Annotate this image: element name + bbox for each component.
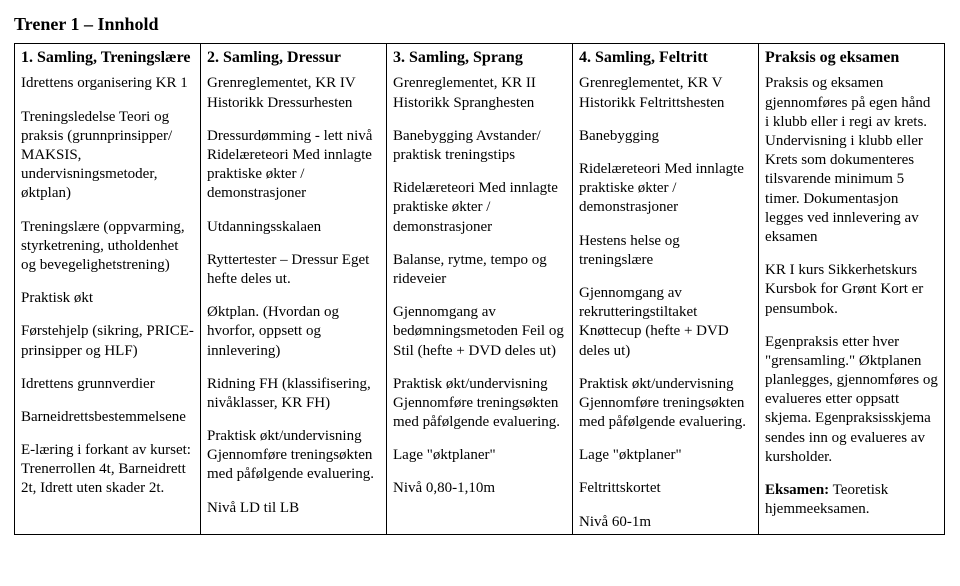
cell-paragraph: Ridelæreteori Med innlagte praktiske økt… (579, 160, 752, 218)
cell-paragraph: E-læring i forkant av kurset: Trenerroll… (21, 441, 194, 499)
table-header-row: 1. Samling, Treningslære 2. Samling, Dre… (15, 44, 945, 73)
cell-col5: Praksis og eksamen gjennomføres på egen … (759, 72, 945, 534)
cell-paragraph: Hestens helse og treningslære (579, 232, 752, 270)
cell-paragraph: Praktisk økt/undervisning Gjennomføre tr… (207, 427, 380, 485)
cell-paragraph: Barneidrettsbestemmelsene (21, 408, 194, 427)
cell-paragraph: Nivå 0,80-1,10m (393, 479, 566, 498)
cell-paragraph: Gjennomgang av rekrutteringstiltaket Knø… (579, 284, 752, 361)
cell-paragraph: Nivå 60-1m (579, 513, 752, 532)
col-header-5: Praksis og eksamen (759, 44, 945, 73)
table-body-row: Idrettens organisering KR 1 Treningsledel… (15, 72, 945, 534)
page-title: Trener 1 – Innhold (14, 14, 946, 35)
cell-paragraph: Gjennomgang av bedømningsmetoden Feil og… (393, 303, 566, 361)
content-table: 1. Samling, Treningslære 2. Samling, Dre… (14, 43, 945, 535)
cell-paragraph: Egenpraksis etter hver "grensamling." Øk… (765, 333, 938, 467)
cell-paragraph: Lage "øktplaner" (579, 446, 752, 465)
cell-paragraph: Treningslære (oppvarming, styrketrening,… (21, 218, 194, 276)
cell-col3: Grenreglementet, KR II Historikk Sprangh… (387, 72, 573, 534)
col-header-3: 3. Samling, Sprang (387, 44, 573, 73)
cell-paragraph: Ryttertester – Dressur Eget hefte deles … (207, 251, 380, 289)
cell-paragraph: KR I kurs Sikkerhetskurs Kursbok for Grø… (765, 261, 938, 319)
cell-paragraph: Praktisk økt/undervisning Gjennomføre tr… (393, 375, 566, 433)
cell-paragraph: Praksis og eksamen gjennomføres på egen … (765, 74, 938, 247)
cell-paragraph: Grenreglementet, KR II Historikk Sprangh… (393, 74, 566, 112)
cell-col4: Grenreglementet, KR V Historikk Feltritt… (573, 72, 759, 534)
cell-paragraph: Utdanningsskalaen (207, 218, 380, 237)
cell-paragraph: Dressurdømming - lett nivå Ridelæreteori… (207, 127, 380, 204)
cell-paragraph: Øktplan. (Hvordan og hvorfor, oppsett og… (207, 303, 380, 361)
cell-paragraph: Ridning FH (klassifisering, nivåklasser,… (207, 375, 380, 413)
cell-paragraph: Praktisk økt (21, 289, 194, 308)
col-header-2: 2. Samling, Dressur (201, 44, 387, 73)
cell-paragraph: Treningsledelse Teori og praksis (grunnp… (21, 108, 194, 204)
cell-paragraph: Ridelæreteori Med innlagte praktiske økt… (393, 179, 566, 237)
cell-col2: Grenreglementet, KR IV Historikk Dressur… (201, 72, 387, 534)
cell-paragraph: Grenreglementet, KR IV Historikk Dressur… (207, 74, 380, 112)
cell-paragraph: Banebygging (579, 127, 752, 146)
cell-paragraph: Førstehjelp (sikring, PRICE-prinsipper o… (21, 322, 194, 360)
cell-paragraph: Grenreglementet, KR V Historikk Feltritt… (579, 74, 752, 112)
cell-paragraph: Praktisk økt/undervisning Gjennomføre tr… (579, 375, 752, 433)
cell-paragraph: Lage "øktplaner" (393, 446, 566, 465)
cell-paragraph: Feltrittskortet (579, 479, 752, 498)
cell-paragraph: Nivå LD til LB (207, 499, 380, 518)
cell-col1: Idrettens organisering KR 1 Treningsledel… (15, 72, 201, 534)
cell-paragraph: Idrettens organisering KR 1 (21, 74, 194, 93)
col-header-4: 4. Samling, Feltritt (573, 44, 759, 73)
cell-paragraph: Balanse, rytme, tempo og rideveier (393, 251, 566, 289)
cell-paragraph: Eksamen: Teoretisk hjemmeeksamen. (765, 481, 938, 519)
cell-paragraph: Idrettens grunnverdier (21, 375, 194, 394)
col-header-1: 1. Samling, Treningslære (15, 44, 201, 73)
page: Trener 1 – Innhold 1. Samling, Treningsl… (0, 0, 960, 535)
cell-paragraph: Banebygging Avstander/ praktisk trenings… (393, 127, 566, 165)
